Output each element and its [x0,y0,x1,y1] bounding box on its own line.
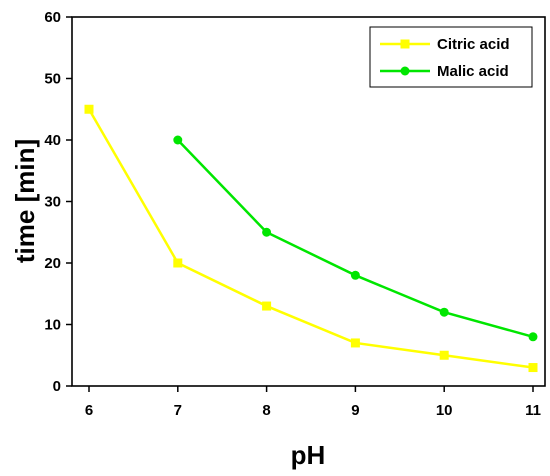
y-axis: 0 10 20 30 40 50 60 [44,9,72,395]
x-tick-label: 11 [525,402,541,419]
x-tick-label: 8 [262,402,270,419]
malic-acid-point [528,332,538,342]
y-tick-label: 10 [44,317,61,334]
citric-acid-point [350,338,360,348]
y-tick-label: 0 [53,378,61,395]
legend-box [369,26,533,88]
malic-acid-line [176,139,534,339]
y-tick-label: 20 [44,255,61,272]
x-axis-title: pH [291,440,326,470]
x-tick-label: 7 [174,402,182,419]
malic-acid-point [262,227,272,237]
legend: Citric acid Malic acid [369,26,533,88]
legend-citric-acid-label: Citric acid [437,36,510,53]
y-axis-title: time [min] [10,139,40,263]
citric-acid-point [439,350,449,360]
legend-citric-acid-marker [400,39,410,49]
x-tick-label: 9 [351,402,359,419]
y-tick-label: 60 [44,9,61,26]
y-tick-label: 30 [44,194,61,211]
citric-acid-point [84,104,94,114]
malic-acid-point [173,135,183,145]
citric-acid-point [528,363,538,373]
y-tick-label: 50 [44,71,61,88]
series-layer [84,104,538,373]
y-tick-label: 40 [44,132,61,149]
legend-malic-acid-marker [400,66,410,76]
legend-malic-acid-label: Malic acid [437,63,509,80]
x-tick-label: 10 [436,402,453,419]
citric-acid-line [87,108,534,369]
x-tick-label: 6 [85,402,93,419]
malic-acid-point [439,307,449,317]
malic-acid-point [350,270,360,280]
x-axis: 6 7 8 9 10 11 [85,386,541,419]
citric-acid-point [173,258,183,268]
citric-acid-point [262,301,272,311]
